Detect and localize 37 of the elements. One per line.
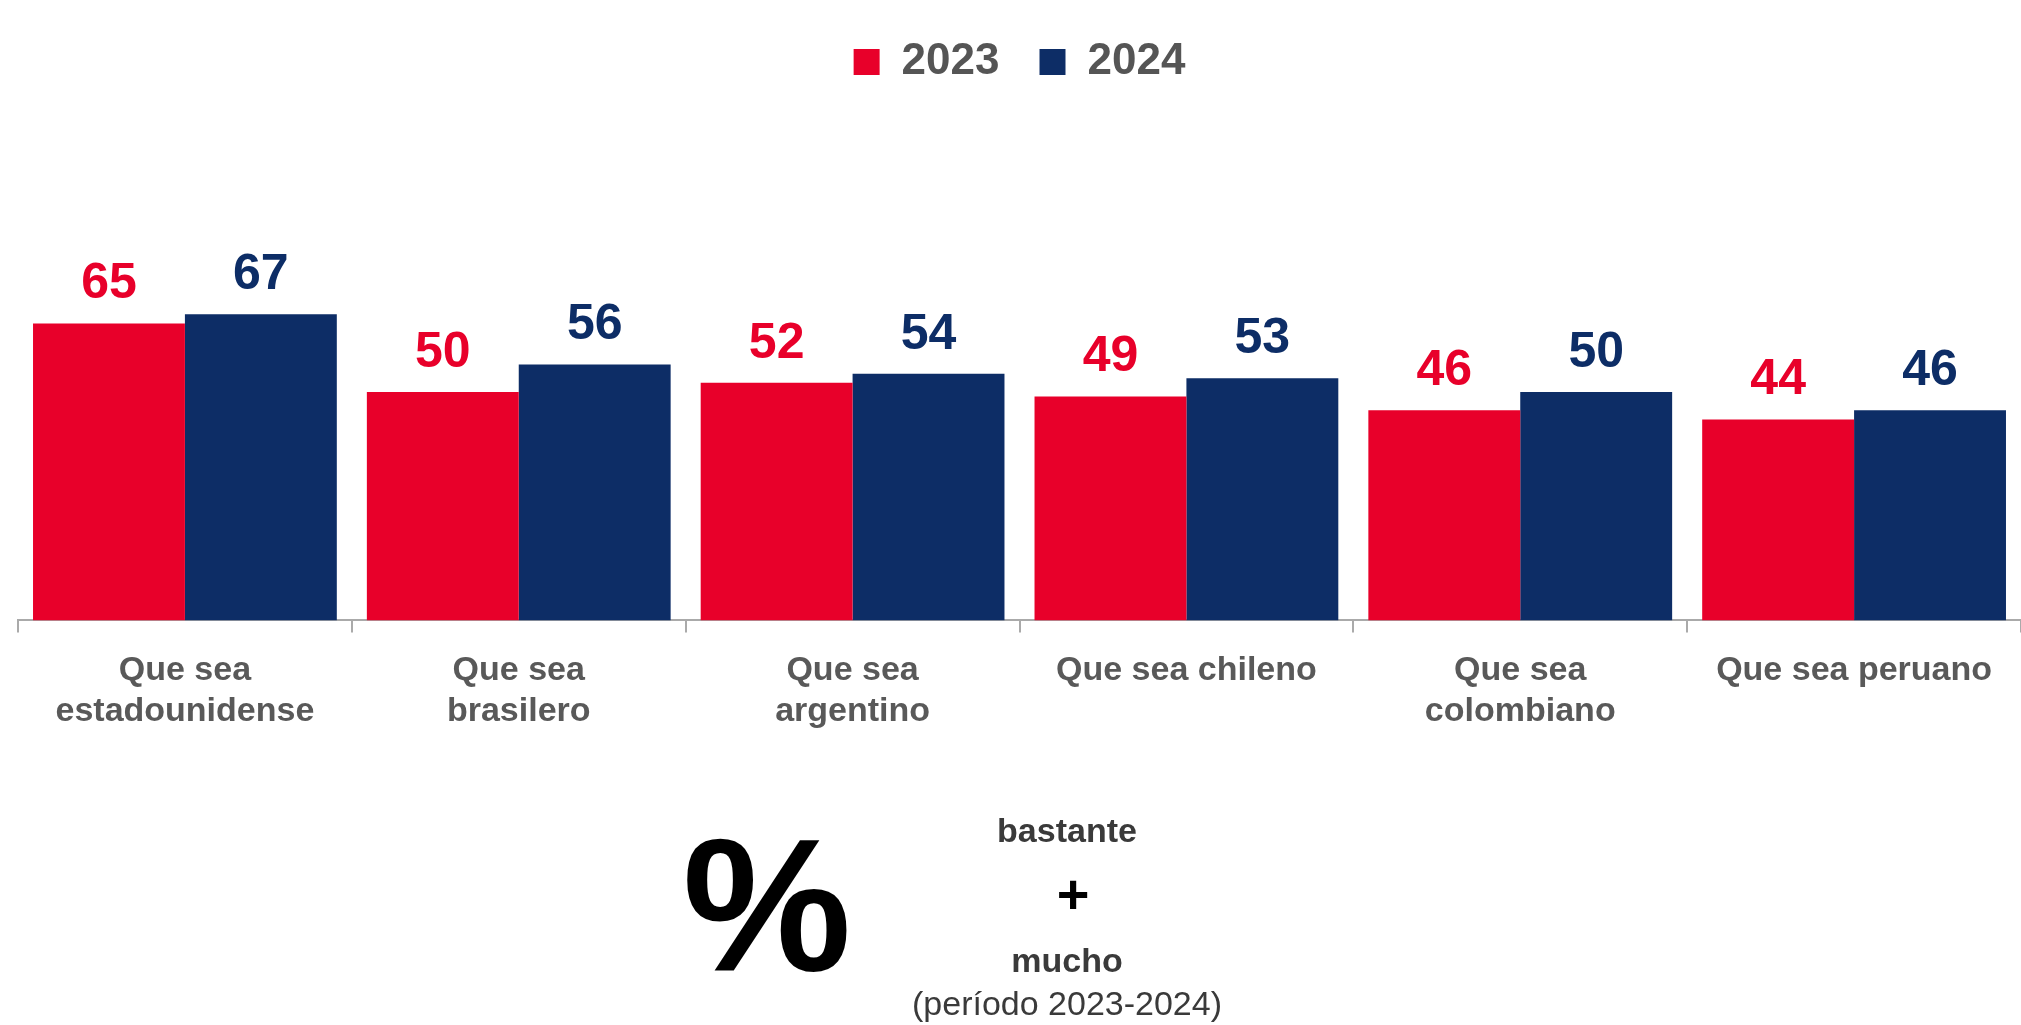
data-label: 67: [233, 244, 289, 301]
bar: [184, 314, 337, 621]
legend-label: 2024: [1087, 34, 1186, 84]
bar: [33, 323, 185, 621]
x-tick-label: Que sea estadounidense: [55, 649, 315, 728]
data-label: 49: [1082, 326, 1139, 383]
text: +: [1056, 860, 1090, 926]
bar: [1034, 396, 1187, 621]
bar: [1368, 410, 1521, 621]
bar: [1854, 410, 2006, 621]
x-tick-label: Que sea chileno: [1056, 649, 1317, 688]
data-label: 56: [566, 294, 623, 351]
text: mucho: [1011, 940, 1123, 980]
data-label: 46: [1416, 340, 1473, 397]
bar: [700, 382, 853, 621]
bar: [852, 373, 1005, 621]
bar: [1520, 392, 1673, 621]
data-label: 44: [1750, 349, 1807, 406]
bar: [1186, 378, 1339, 621]
bar: [1702, 419, 1855, 621]
data-label: 53: [1234, 308, 1291, 365]
x-tick-label: Que sea brasilero: [446, 649, 591, 728]
data-label: 65: [81, 253, 137, 310]
text: %: [682, 798, 852, 1013]
data-label: 46: [1902, 340, 1958, 397]
data-label: 50: [414, 321, 471, 378]
text: (período 2023-2024): [911, 983, 1223, 1023]
legend-label: 2023: [901, 34, 1000, 84]
text: bastante: [997, 810, 1137, 850]
data-label: 54: [900, 303, 957, 360]
data-label: 52: [748, 312, 805, 369]
data-label: 50: [1568, 321, 1625, 378]
bar: [366, 392, 519, 621]
x-tick-label: Que sea argentino: [775, 649, 931, 728]
bar: [518, 364, 671, 621]
x-tick-label: Que sea colombiano: [1424, 649, 1616, 728]
x-tick-label: Que sea peruano: [1716, 649, 1993, 688]
